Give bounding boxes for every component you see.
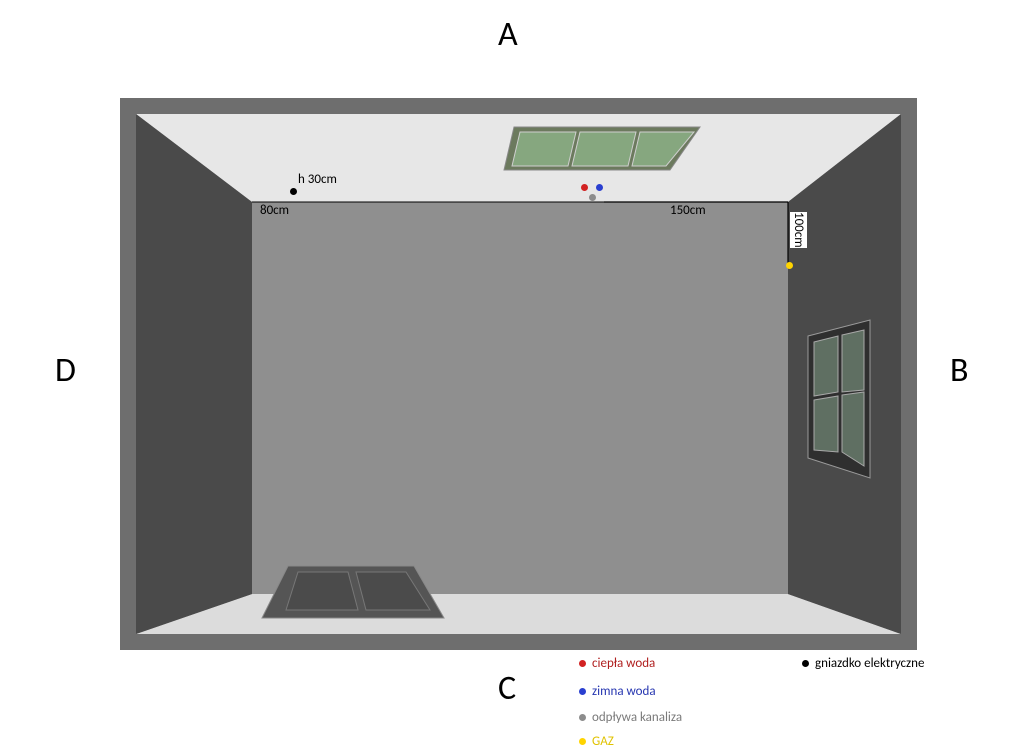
room-plan (0, 0, 1023, 747)
side-window-pane-2 (842, 330, 864, 392)
skylight-pane-1 (512, 132, 576, 166)
dim-h30: h 30cm (298, 172, 337, 187)
hot-water-point (581, 184, 588, 191)
door-panel-1 (286, 572, 358, 610)
wall-left (136, 114, 252, 634)
legend-label-drain: odpływa kanaliza (592, 710, 682, 725)
side-window-pane-3 (814, 396, 838, 452)
gas-point (786, 262, 793, 269)
side-window-pane-1 (814, 336, 838, 396)
legend-cold-water: zimna woda (579, 684, 656, 699)
cold-water-point (596, 184, 603, 191)
skylight-pane-2 (572, 132, 636, 166)
dim-150: 150cm (670, 203, 706, 218)
legend-hot-water: ciepła woda (579, 656, 655, 671)
legend-label-cold: zimna woda (592, 684, 656, 699)
dim-100: 100cm (790, 212, 807, 248)
legend-dot-outlet (802, 660, 809, 667)
legend-drain: odpływa kanaliza (579, 710, 682, 725)
dim-80: 80cm (260, 203, 289, 218)
legend-label-hot: ciepła woda (592, 656, 655, 671)
outlet-point (290, 188, 297, 195)
legend-dot-cold (579, 688, 586, 695)
floor (252, 202, 788, 594)
legend-dot-drain (579, 714, 586, 721)
legend-dot-gas (579, 738, 586, 745)
drain-point (589, 194, 596, 201)
legend-dot-hot (579, 660, 586, 667)
floor-strip (136, 594, 901, 634)
legend-outlet: gniazdko elektryczne (802, 656, 924, 671)
legend-label-outlet: gniazdko elektryczne (815, 656, 924, 671)
